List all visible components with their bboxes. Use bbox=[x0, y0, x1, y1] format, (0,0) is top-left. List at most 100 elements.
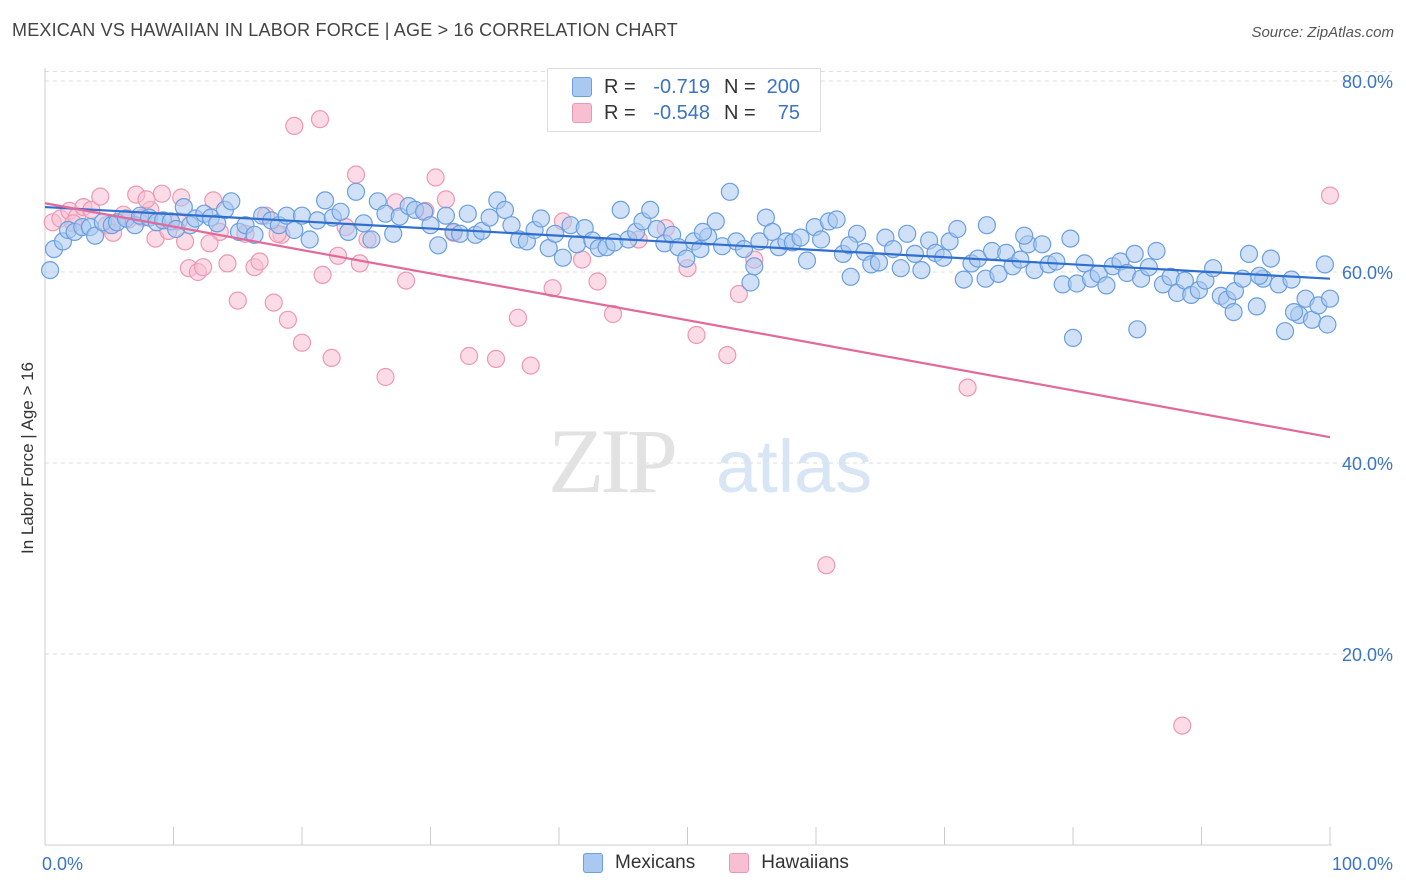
mexican-point bbox=[458, 204, 477, 223]
mexican-point bbox=[641, 200, 660, 219]
y-tick-label: 20.0% bbox=[1342, 645, 1393, 665]
hawaiian-point bbox=[718, 346, 737, 365]
x-tick-label: 100.0% bbox=[1332, 854, 1393, 874]
mexican-point bbox=[977, 216, 997, 235]
mexican-point bbox=[741, 273, 760, 292]
mexican-point bbox=[567, 235, 587, 254]
mexican-point bbox=[553, 248, 573, 267]
chart-title: MEXICAN VS HAWAIIAN IN LABOR FORCE | AGE… bbox=[12, 20, 678, 40]
hawaiian-point bbox=[521, 356, 540, 375]
source-credit: Source: ZipAtlas.com bbox=[1251, 24, 1394, 41]
mexican-point bbox=[948, 219, 967, 239]
hawaiian-point bbox=[322, 348, 341, 367]
hawaiian-point bbox=[91, 187, 110, 206]
mexican-point bbox=[384, 224, 403, 243]
r-label: R = bbox=[604, 75, 636, 98]
mexican-point bbox=[1320, 289, 1340, 308]
mexican-point bbox=[436, 206, 455, 225]
mexican-point bbox=[1061, 229, 1080, 248]
mexican-point bbox=[1128, 320, 1147, 339]
n-value: 200 bbox=[766, 75, 800, 98]
mexican-point bbox=[531, 209, 551, 228]
hawaiian-point bbox=[194, 258, 213, 277]
mexican-point bbox=[1011, 250, 1030, 269]
hawaiian-point bbox=[817, 556, 836, 575]
mexican-point bbox=[1033, 235, 1052, 254]
r-label: R = bbox=[604, 101, 636, 124]
mexican-point bbox=[1015, 226, 1034, 245]
mexican-point bbox=[429, 236, 448, 255]
y-tick-label: 80.0% bbox=[1342, 72, 1393, 92]
mexican-point bbox=[331, 202, 350, 221]
hawaiian-point bbox=[228, 291, 247, 310]
hawaiian-point bbox=[958, 378, 977, 397]
mexican-point bbox=[720, 182, 740, 201]
series-legend: Mexicans Hawaiians bbox=[583, 852, 883, 874]
mexican-point bbox=[1125, 244, 1144, 263]
hawaiian-point bbox=[376, 367, 395, 387]
mexican-point bbox=[208, 214, 227, 233]
mexican-point bbox=[869, 253, 889, 272]
mexican-point bbox=[745, 257, 764, 276]
mexican-point bbox=[1075, 254, 1094, 273]
mexican-point bbox=[1063, 328, 1083, 347]
mexican-point bbox=[245, 225, 264, 244]
mexicans-trend-line bbox=[44, 205, 1331, 280]
mexican-point bbox=[891, 259, 910, 278]
legend-label-hawaiians: Hawaiians bbox=[761, 852, 849, 873]
mexican-point bbox=[905, 244, 925, 263]
mexican-point bbox=[1275, 322, 1295, 341]
y-axis-label: In Labor Force | Age > 16 bbox=[18, 362, 37, 554]
mexican-point bbox=[791, 228, 810, 247]
legend-item-hawaiians[interactable]: Hawaiians bbox=[729, 852, 849, 874]
mexican-point bbox=[300, 230, 319, 249]
hawaiian-point bbox=[278, 310, 297, 329]
mexican-point bbox=[495, 200, 515, 219]
hawaiian-point bbox=[292, 333, 312, 352]
y-tick-label: 60.0% bbox=[1342, 263, 1393, 283]
hawaiian-point bbox=[137, 190, 156, 209]
y-tick-label: 40.0% bbox=[1342, 454, 1393, 474]
hawaiian-point bbox=[460, 346, 479, 366]
mexican-point bbox=[840, 236, 859, 255]
hawaiian-point bbox=[436, 190, 455, 209]
x-tick-label: 0.0% bbox=[42, 854, 83, 874]
hawaiian-point bbox=[687, 325, 706, 345]
hawaiian-point bbox=[218, 254, 237, 273]
trend-lines bbox=[44, 202, 1331, 439]
hawaiian-point bbox=[1173, 716, 1192, 735]
n-value: 75 bbox=[777, 101, 800, 124]
mexican-point bbox=[545, 224, 565, 243]
legend-item-mexicans[interactable]: Mexicans bbox=[583, 852, 695, 874]
legend-row-hawaiians: R = -0.548 N = 75 bbox=[572, 100, 800, 126]
hawaiian-point bbox=[264, 293, 283, 312]
n-label: N = bbox=[724, 75, 756, 98]
mexican-point bbox=[827, 210, 846, 229]
hawaiian-point bbox=[313, 265, 332, 284]
mexican-point bbox=[989, 264, 1008, 283]
mexican-point bbox=[1247, 297, 1266, 316]
mexican-point bbox=[222, 192, 241, 211]
watermark-zip: ZIP bbox=[548, 410, 675, 512]
hawaiian-point bbox=[310, 110, 330, 129]
mexican-point bbox=[811, 230, 831, 249]
mexican-point bbox=[912, 261, 931, 280]
mexican-point bbox=[1239, 244, 1259, 263]
hawaiian-point bbox=[346, 165, 366, 184]
mexican-point bbox=[734, 240, 754, 259]
mexican-point bbox=[421, 216, 440, 235]
mexican-point bbox=[1282, 270, 1301, 289]
hawaiian-point bbox=[729, 284, 749, 304]
mexican-point bbox=[480, 208, 499, 227]
mexican-point bbox=[763, 222, 782, 241]
hawaiian-point bbox=[397, 271, 416, 290]
hawaiian-point bbox=[508, 308, 528, 327]
hawaiian-point bbox=[285, 116, 304, 136]
hawaiian-point bbox=[603, 304, 623, 324]
mexican-point bbox=[706, 212, 725, 231]
mexican-point bbox=[1047, 252, 1066, 271]
gridlines bbox=[45, 70, 1392, 655]
mexican-point bbox=[316, 191, 335, 210]
mexican-point bbox=[1315, 255, 1335, 274]
